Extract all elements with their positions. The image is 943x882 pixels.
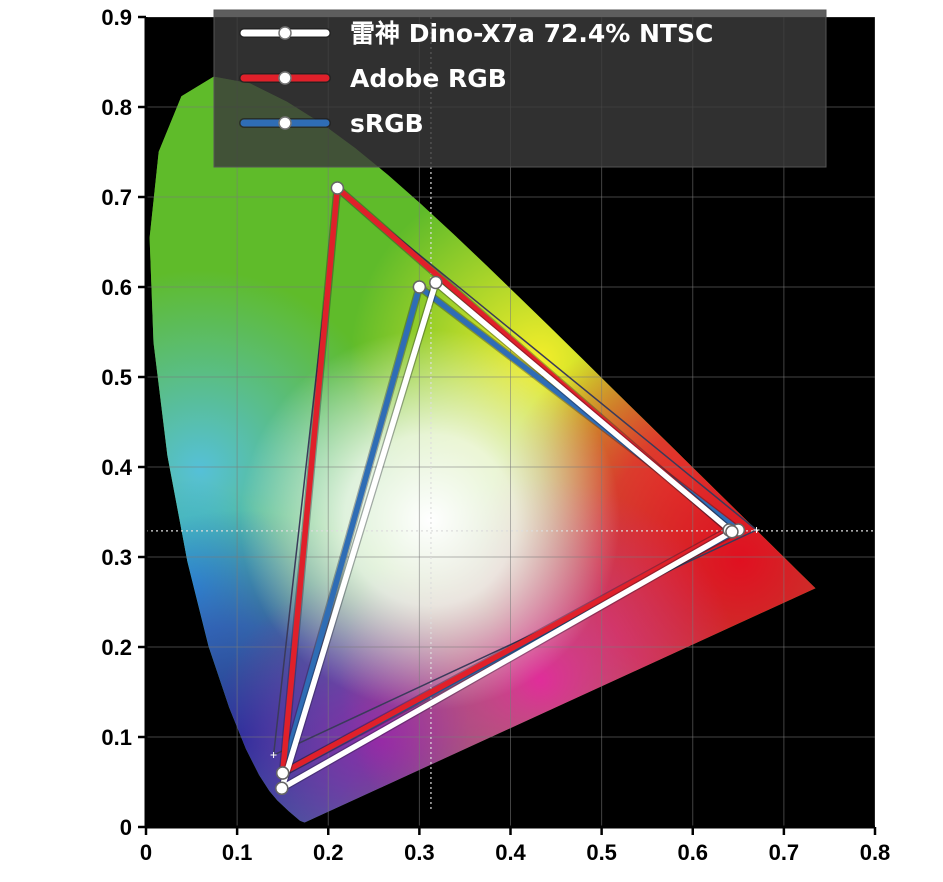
series-triangle <box>279 279 735 792</box>
legend-label: Adobe RGB <box>350 64 507 93</box>
series-point <box>412 280 427 294</box>
legend: 雷神 Dino-X7a 72.4% NTSC Adobe RGB sRGB <box>213 9 827 168</box>
y-tick-label: 0.4 <box>101 455 132 480</box>
legend-label: 雷神 Dino-X7a 72.4% NTSC <box>350 19 713 48</box>
y-tick-label: 0.6 <box>101 275 132 300</box>
x-tick-label: 0.4 <box>495 840 526 865</box>
x-tick-label: 0.6 <box>677 840 708 865</box>
y-tick-label: 0.9 <box>101 5 132 30</box>
x-tick-label: 0.1 <box>222 840 253 865</box>
series-triangle <box>279 185 732 776</box>
y-tick-label: 0.7 <box>101 185 132 210</box>
y-tick-label: 0 <box>120 815 132 840</box>
reference-point <box>753 527 760 533</box>
legend-label: sRGB <box>350 109 424 138</box>
y-tick-label: 0.3 <box>101 545 132 570</box>
reference-point <box>270 752 277 758</box>
legend-marker <box>278 26 292 40</box>
y-tick-label: 0.8 <box>101 95 132 120</box>
gamut-series <box>275 181 746 796</box>
x-tick-label: 0.5 <box>586 840 617 865</box>
x-tick-label: 0 <box>140 840 152 865</box>
y-tick-label: 0.1 <box>101 725 132 750</box>
series-point <box>725 525 739 539</box>
x-tick-label: 0.7 <box>769 840 800 865</box>
series-point <box>275 766 290 780</box>
series-point <box>429 275 443 290</box>
x-tick-label: 0.8 <box>860 840 891 865</box>
y-tick-label: 0.2 <box>101 635 132 660</box>
y-ticks: 0 0.1 0.2 0.3 0.4 0.5 0.6 0.7 0.8 0.9 <box>101 5 146 840</box>
x-tick-label: 0.2 <box>313 840 344 865</box>
x-ticks: 0 0.1 0.2 0.3 0.4 0.5 0.6 0.7 0.8 <box>140 827 890 865</box>
legend-marker <box>278 71 292 85</box>
reference-triangle <box>272 186 758 757</box>
legend-marker <box>278 116 292 130</box>
series-point <box>330 181 345 195</box>
series-point <box>275 781 289 796</box>
x-tick-label: 0.3 <box>404 840 435 865</box>
y-tick-label: 0.5 <box>101 365 132 390</box>
